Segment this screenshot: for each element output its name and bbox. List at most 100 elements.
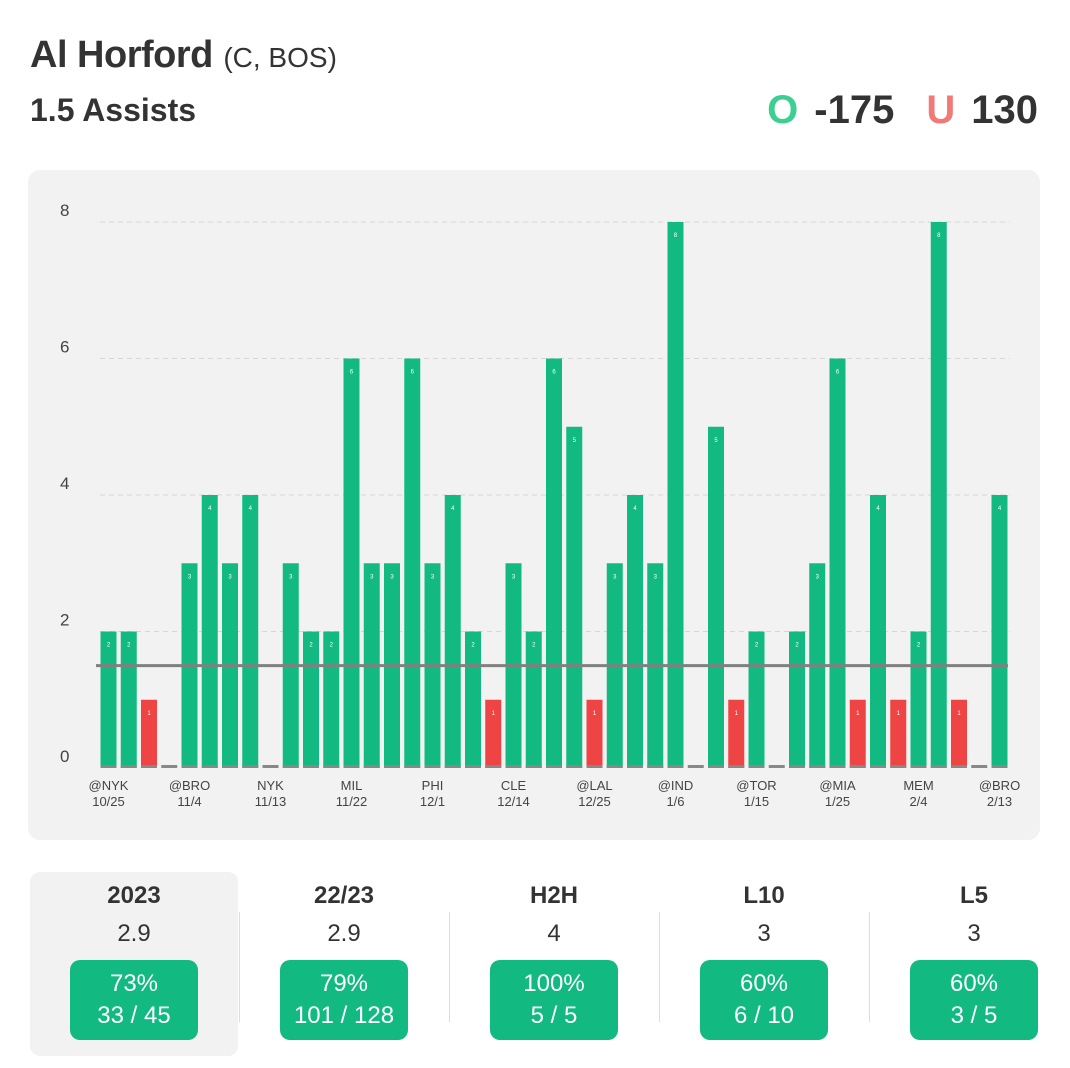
- over-label: O: [767, 88, 799, 132]
- bar-value-label: 6: [552, 370, 556, 376]
- bar-value-label: 4: [633, 506, 637, 512]
- x-tick-opponent: NYK: [257, 778, 284, 793]
- stat-l10[interactable]: L10 3 60% 6 / 10: [660, 872, 868, 1056]
- stat-ratio: 101 / 128: [293, 1002, 395, 1029]
- baseline-mark: [910, 765, 927, 768]
- stat-average: 2.9: [327, 920, 361, 947]
- bar-value-label: 6: [836, 370, 840, 376]
- stat-ratio: 3 / 5: [950, 1002, 998, 1029]
- bar-value-label: 3: [512, 574, 516, 580]
- player-header: Al Horford (C, BOS): [30, 34, 337, 77]
- x-tick-date: 1/15: [744, 794, 769, 809]
- stat-pct: 73%: [109, 970, 159, 997]
- stat-ratio: 6 / 10: [733, 1002, 795, 1029]
- baseline-mark: [586, 765, 603, 768]
- stat-label: 2023: [107, 882, 161, 909]
- stat-label: H2H: [529, 882, 578, 909]
- baseline-mark: [222, 765, 238, 768]
- bar-over: [708, 426, 724, 768]
- baseline-mark: [262, 765, 279, 768]
- divider: [239, 912, 240, 1022]
- x-tick-date: 12/1: [420, 794, 445, 809]
- baseline-mark: [606, 765, 623, 768]
- bar-value-label: 1: [147, 711, 151, 717]
- x-tick-opponent: @BRO: [169, 778, 210, 793]
- bar-value-label: 6: [411, 370, 415, 376]
- baseline-mark: [971, 765, 988, 768]
- x-tick-date: 12/25: [578, 794, 611, 809]
- x-tick-date: 1/25: [825, 794, 850, 809]
- bar-over: [748, 631, 765, 768]
- bar-value-label: 1: [957, 711, 961, 717]
- bar-over: [525, 631, 542, 768]
- x-tick-opponent: @IND: [658, 778, 694, 793]
- stat-ratio: 5 / 5: [530, 1002, 578, 1029]
- bar-value-label: 3: [289, 574, 293, 580]
- baseline-mark: [141, 765, 157, 768]
- stat-h2h[interactable]: H2H 4 100% 5 / 5: [450, 872, 658, 1056]
- stat-average: 4: [547, 920, 561, 947]
- bar-value-label: 3: [816, 574, 820, 580]
- bar-value-label: 2: [127, 643, 131, 649]
- bar-value-label: 8: [674, 233, 678, 239]
- bar-value-label: 3: [613, 574, 617, 580]
- bar-value-label: 2: [532, 643, 536, 649]
- stat-2023[interactable]: 2023 2.9 73% 33 / 45: [30, 872, 238, 1056]
- bar-over: [566, 426, 583, 768]
- bar-value-label: 2: [330, 643, 334, 649]
- baseline-mark: [789, 765, 805, 768]
- baseline-mark: [363, 765, 380, 768]
- baseline-mark: [667, 765, 684, 768]
- chart-card: 0 2 4 6 8 2 2 1 3 4 3 4 3 2 2 6 3 3 6 3 4 2 1 3 2 6 5 1 3 4 3 8 5 1 2 2 3 6 1 4…: [28, 170, 1040, 840]
- x-tick-opponent: PHI: [422, 778, 444, 793]
- x-tick-date: 2/4: [909, 794, 927, 809]
- bar-value-label: 2: [309, 643, 313, 649]
- bar-over: [829, 358, 846, 768]
- bar-value-label: 3: [188, 574, 192, 580]
- baseline-mark: [100, 765, 117, 768]
- baseline-mark: [303, 765, 319, 768]
- stat-average: 3: [967, 920, 981, 947]
- divider: [659, 912, 660, 1022]
- bar-under: [728, 699, 745, 768]
- x-tick-date: 2/13: [987, 794, 1012, 809]
- stat-22-23[interactable]: 22/23 2.9 79% 101 / 128: [240, 872, 448, 1056]
- bar-over: [323, 631, 340, 768]
- bar-over: [991, 495, 1008, 768]
- bar-over: [546, 358, 562, 768]
- bar-value-label: 2: [107, 643, 111, 649]
- bar-over: [870, 495, 886, 768]
- odds-display: O -175 U 130: [767, 88, 1038, 133]
- bar-over: [343, 358, 360, 768]
- bar-value-label: 5: [714, 438, 718, 444]
- baseline-mark: [566, 765, 583, 768]
- stat-l5[interactable]: L5 3 60% 3 / 5: [870, 872, 1070, 1056]
- bar-value-label: 4: [998, 506, 1002, 512]
- baseline-mark: [120, 765, 137, 768]
- baseline-mark: [849, 765, 866, 768]
- x-tick-date: 11/13: [255, 794, 287, 809]
- y-tick-label: 2: [60, 611, 69, 630]
- player-name: Al Horford: [30, 34, 213, 76]
- bar-over: [789, 631, 805, 768]
- x-tick-opponent: @MIA: [819, 778, 856, 793]
- bar-value-label: 8: [937, 233, 941, 239]
- baseline-mark: [627, 765, 643, 768]
- bar-under: [890, 699, 907, 768]
- stat-label: 22/23: [313, 882, 375, 909]
- y-tick-label: 4: [60, 474, 69, 493]
- stat-ratio: 33 / 45: [97, 1002, 171, 1029]
- bar-value-label: 1: [593, 711, 597, 717]
- bar-value-label: 2: [917, 643, 921, 649]
- stat-average: 2.9: [117, 920, 151, 947]
- bar-value-label: 4: [876, 506, 880, 512]
- bar-value-label: 2: [755, 643, 759, 649]
- bar-over: [120, 631, 137, 768]
- bar-value-label: 4: [249, 506, 253, 512]
- x-tick-date: 10/25: [92, 794, 125, 809]
- bar-value-label: 1: [856, 711, 860, 717]
- x-tick-opponent: @NYK: [89, 778, 129, 793]
- baseline-mark: [444, 765, 461, 768]
- baseline-mark: [181, 765, 198, 768]
- under-label: U: [926, 88, 956, 132]
